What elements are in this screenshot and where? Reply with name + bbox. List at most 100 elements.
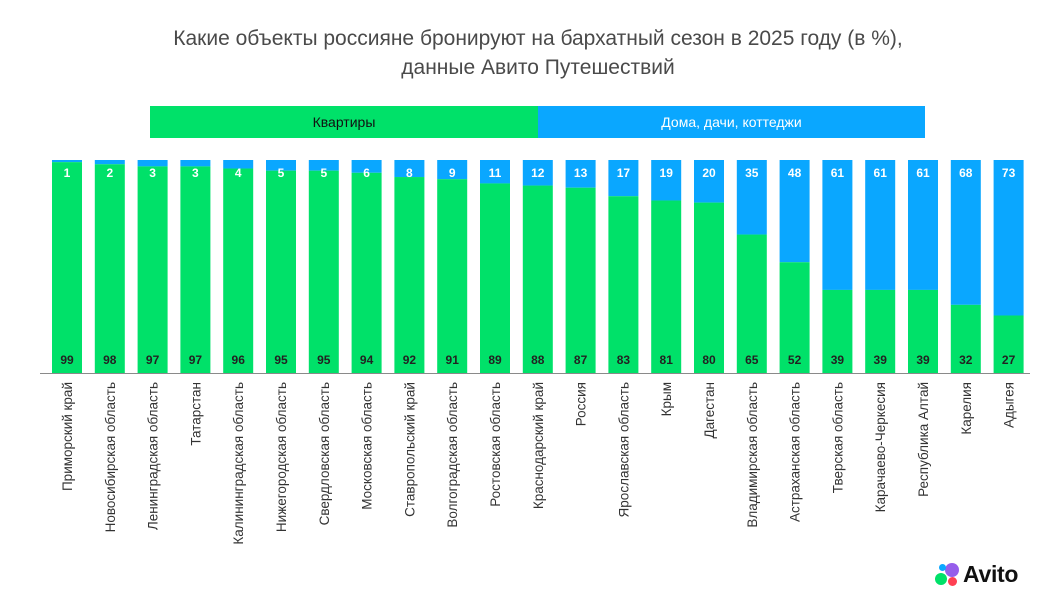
bar-apartments-20 xyxy=(908,289,938,373)
tick-label-9: Волгоградская область xyxy=(445,382,460,528)
bar-houses-3 xyxy=(180,160,211,167)
label-apartments-16: 65 xyxy=(745,353,759,367)
legend-apartments: Квартиры xyxy=(150,106,538,138)
bar-apartments-21 xyxy=(950,304,981,373)
tick-label-14: Крым xyxy=(659,382,674,416)
tick-label-2: Ленинградская область xyxy=(146,382,161,530)
bar-apartments-11 xyxy=(522,185,553,373)
bar-houses-10 xyxy=(480,160,510,184)
bar-apartments-15 xyxy=(694,202,724,373)
bar-houses-6 xyxy=(308,160,339,171)
bar-apartments-16 xyxy=(736,234,767,373)
bar-apartments-14 xyxy=(651,200,682,373)
tick-label-16: Владимирская область xyxy=(745,382,760,528)
label-apartments-7: 94 xyxy=(360,353,374,367)
bar-houses-21 xyxy=(950,160,981,305)
label-apartments-11: 88 xyxy=(531,353,545,367)
bar-houses-19 xyxy=(865,160,896,290)
label-apartments-13: 83 xyxy=(617,353,631,367)
label-apartments-22: 27 xyxy=(1002,353,1016,367)
bar-apartments-5 xyxy=(266,170,296,373)
tick-label-13: Ярославская область xyxy=(616,382,631,517)
bar-houses-13 xyxy=(608,160,639,197)
bar-houses-11 xyxy=(522,160,553,186)
label-houses-10: 11 xyxy=(489,166,502,180)
tick-label-7: Московская область xyxy=(360,382,375,510)
bar-houses-8 xyxy=(394,160,425,178)
bar-houses-17 xyxy=(779,160,810,263)
bar-houses-20 xyxy=(908,160,938,290)
label-houses-6: 5 xyxy=(320,166,327,180)
label-apartments-18: 39 xyxy=(831,353,845,367)
label-apartments-5: 95 xyxy=(274,353,288,367)
bar-houses-18 xyxy=(822,160,853,290)
bar-houses-9 xyxy=(437,160,468,180)
label-apartments-2: 97 xyxy=(146,353,160,367)
label-apartments-21: 32 xyxy=(959,353,973,367)
label-houses-3: 3 xyxy=(192,166,199,180)
chart-title-line-2: данные Авито Путешествий xyxy=(401,56,675,79)
bar-apartments-19 xyxy=(865,289,896,373)
bar-apartments-13 xyxy=(608,196,639,373)
tick-label-21: Карелия xyxy=(959,382,974,435)
label-houses-17: 48 xyxy=(788,166,802,180)
label-apartments-8: 92 xyxy=(403,353,417,367)
bar-apartments-0 xyxy=(52,162,82,373)
tick-label-19: Карачаево-Черкесия xyxy=(873,382,888,512)
label-houses-20: 61 xyxy=(916,166,930,180)
label-apartments-1: 98 xyxy=(103,353,117,367)
bar-houses-15 xyxy=(694,160,724,203)
tick-label-22: Адыгея xyxy=(1002,382,1017,428)
label-houses-2: 3 xyxy=(149,166,156,180)
tick-label-8: Ставропольский край xyxy=(402,382,417,517)
bar-apartments-4 xyxy=(223,168,254,373)
bar-houses-2 xyxy=(137,160,168,167)
label-houses-4: 4 xyxy=(235,166,242,180)
label-apartments-12: 87 xyxy=(574,353,588,367)
tick-label-5: Нижегородская область xyxy=(274,382,289,532)
chart-title: Какие объекты россияне бронируют на барх… xyxy=(0,24,1044,82)
label-houses-5: 5 xyxy=(278,166,285,180)
label-houses-15: 20 xyxy=(702,166,716,180)
chart-title-line-1: Какие объекты россияне бронируют на барх… xyxy=(173,27,903,50)
label-apartments-10: 89 xyxy=(488,353,502,367)
label-apartments-3: 97 xyxy=(189,353,203,367)
avito-logo-icon xyxy=(934,561,960,587)
tick-label-12: Россия xyxy=(574,382,589,426)
label-apartments-6: 95 xyxy=(317,353,331,367)
label-houses-11: 12 xyxy=(531,166,545,180)
label-houses-14: 19 xyxy=(660,166,674,180)
bar-apartments-22 xyxy=(993,315,1024,373)
bar-houses-0 xyxy=(52,160,82,163)
tick-label-10: Ростовская область xyxy=(488,382,503,507)
bar-apartments-9 xyxy=(437,179,468,373)
tick-label-6: Свердловская область xyxy=(317,382,332,525)
label-houses-1: 2 xyxy=(106,166,113,180)
label-houses-22: 73 xyxy=(1002,166,1016,180)
label-apartments-4: 96 xyxy=(232,353,246,367)
label-apartments-20: 39 xyxy=(916,353,930,367)
bar-apartments-18 xyxy=(822,289,853,373)
label-apartments-15: 80 xyxy=(702,353,716,367)
avito-logo: Avito xyxy=(934,560,1018,588)
label-apartments-9: 91 xyxy=(446,353,460,367)
tick-label-18: Тверская область xyxy=(830,382,845,493)
bar-apartments-7 xyxy=(351,172,382,373)
bar-houses-5 xyxy=(266,160,296,171)
bar-apartments-1 xyxy=(94,164,125,373)
label-apartments-14: 81 xyxy=(660,353,674,367)
bar-houses-16 xyxy=(736,160,767,235)
legend: Квартиры Дома, дачи, коттеджи xyxy=(150,106,925,138)
bar-houses-1 xyxy=(94,160,125,165)
tick-label-17: Астраханская область xyxy=(788,382,803,522)
bar-apartments-17 xyxy=(779,262,810,373)
label-apartments-17: 52 xyxy=(788,353,802,367)
bar-houses-14 xyxy=(651,160,682,201)
label-houses-18: 61 xyxy=(831,166,845,180)
legend-houses: Дома, дачи, коттеджи xyxy=(538,106,925,138)
bar-apartments-12 xyxy=(565,187,596,373)
bar-houses-7 xyxy=(351,160,382,173)
tick-label-4: Калининградская область xyxy=(231,382,246,545)
bar-houses-12 xyxy=(565,160,596,188)
